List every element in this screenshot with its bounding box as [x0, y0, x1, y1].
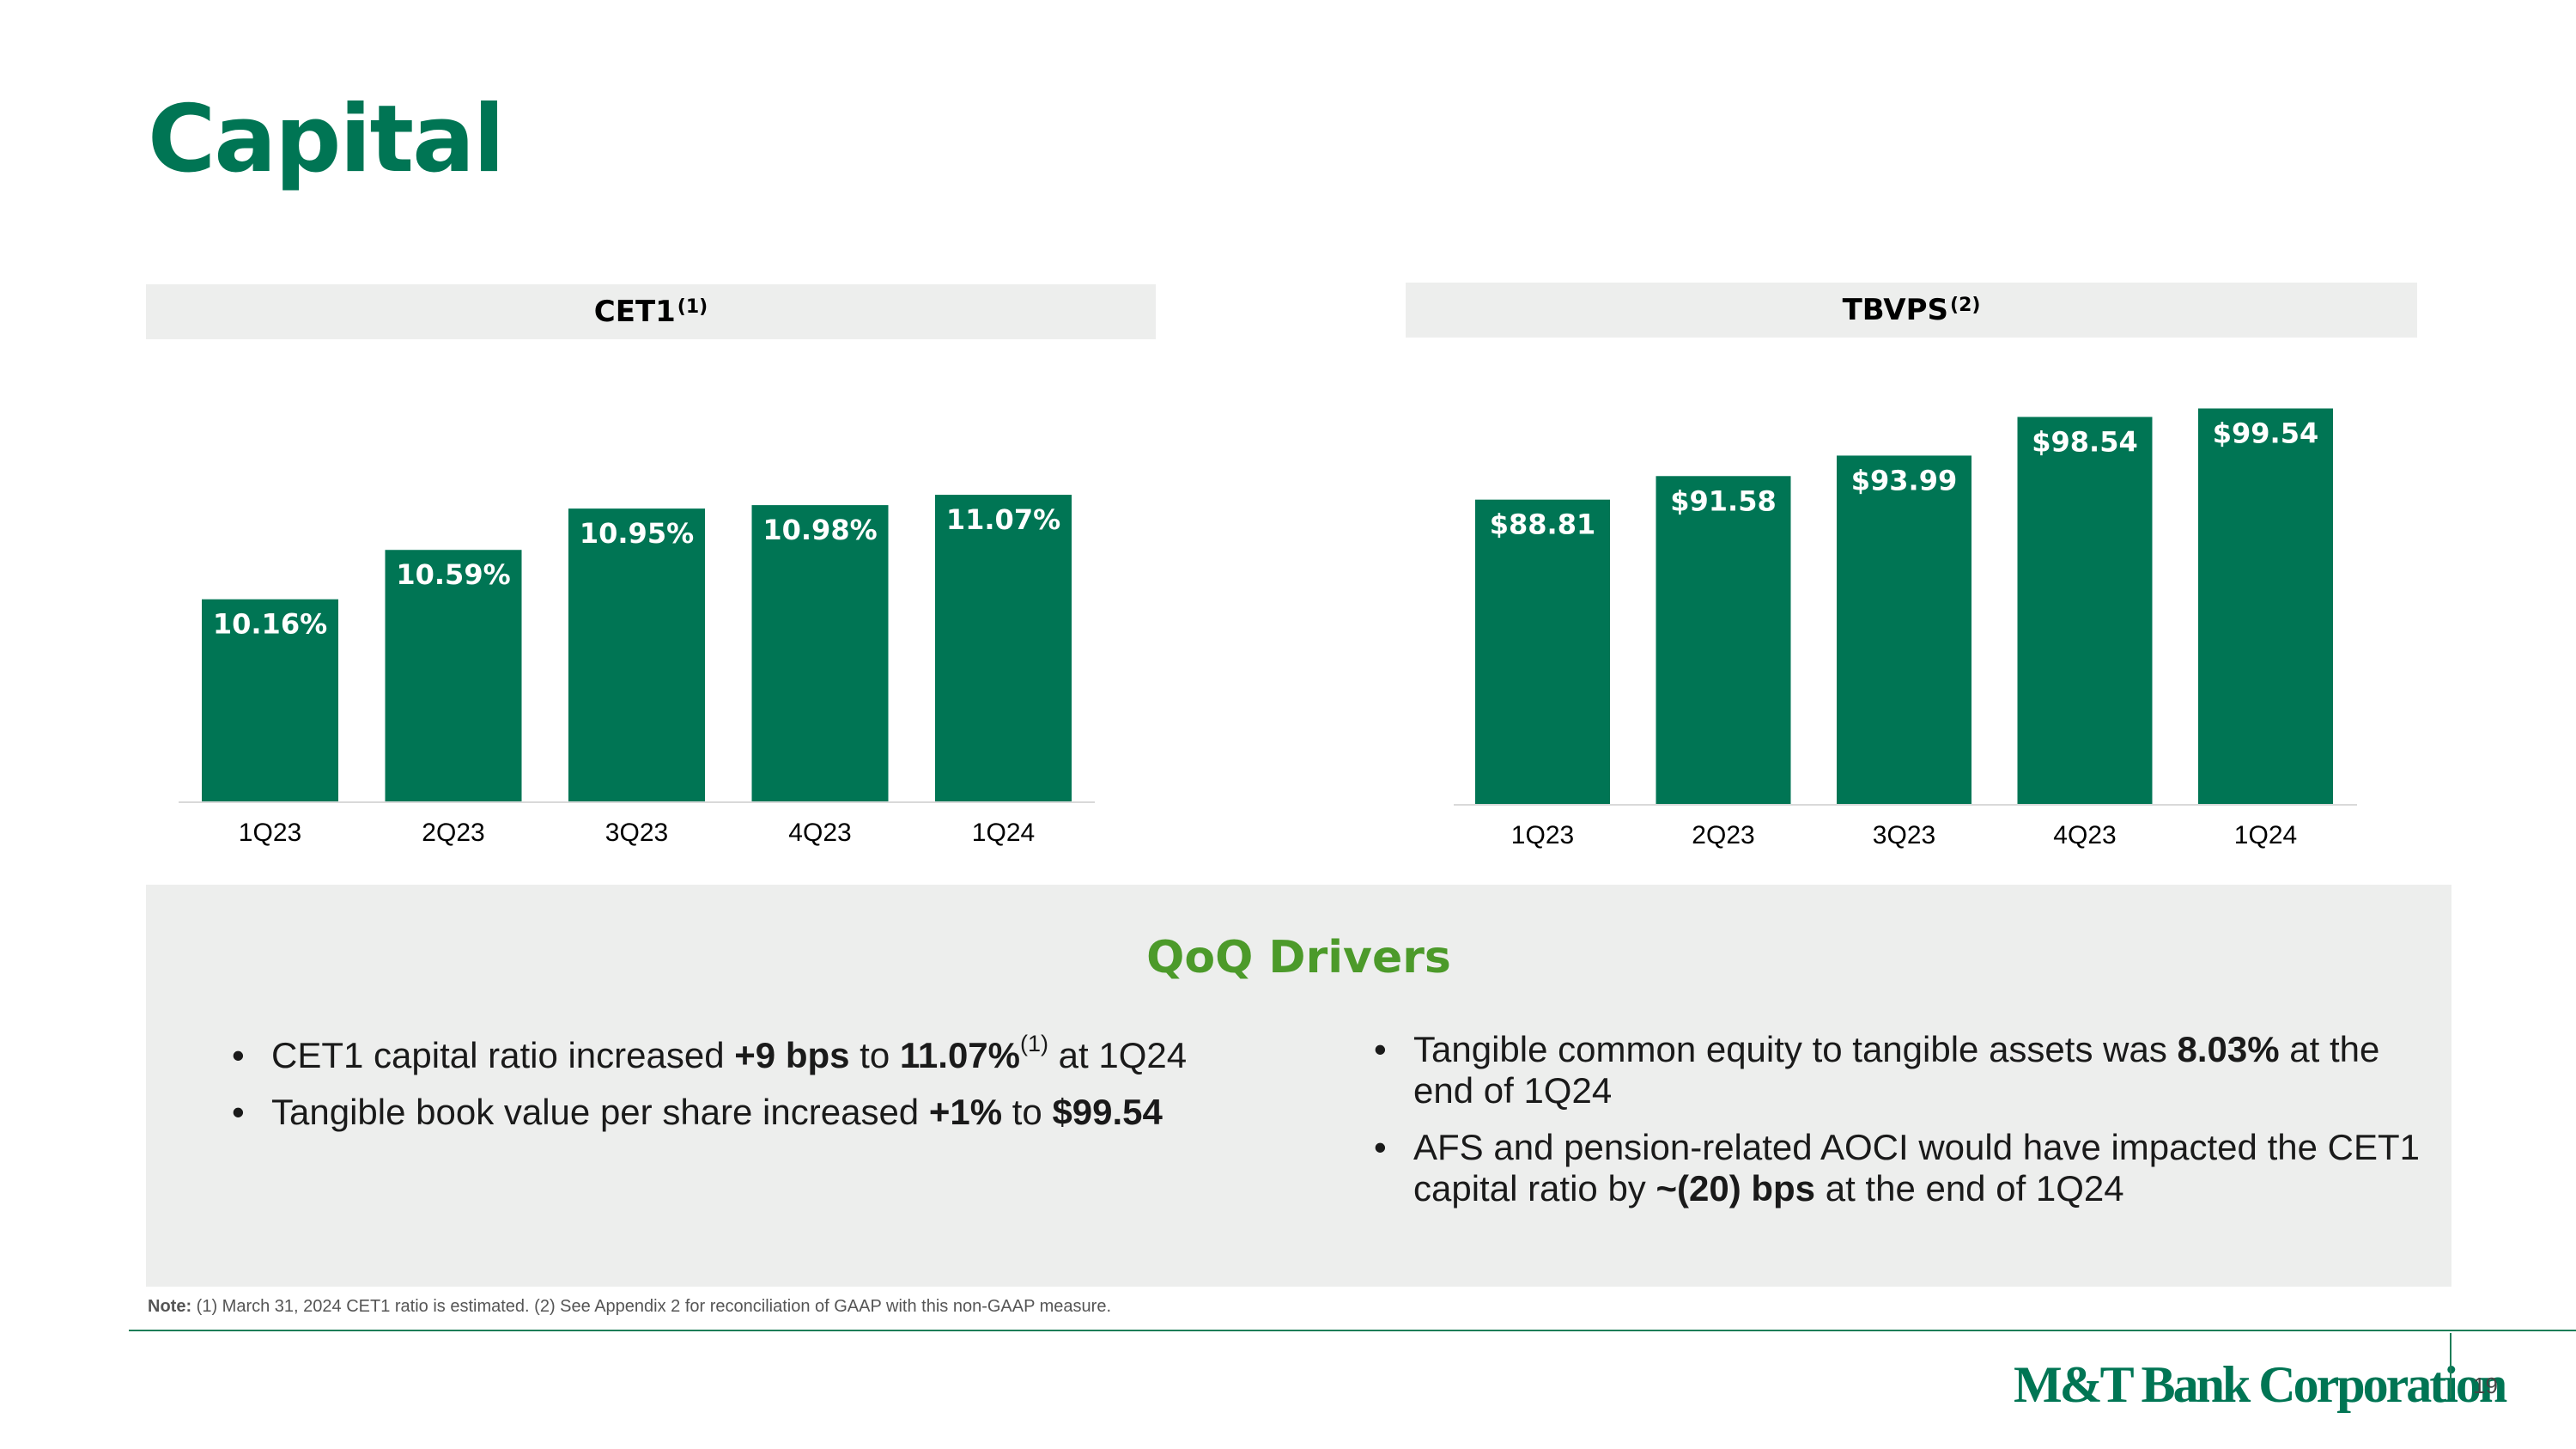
tbvps-chart-title: TBVPS [1842, 293, 1949, 327]
bar-4Q23 [2017, 417, 2153, 804]
page-number: 19 [2473, 1373, 2498, 1398]
bar-4Q23 [751, 505, 889, 801]
cet1-chart-footnote-ref: (1) [677, 295, 708, 318]
x-tick-label: 1Q23 [1511, 821, 1574, 849]
x-tick-label: 1Q24 [2234, 821, 2297, 849]
data-label: 10.98% [762, 514, 877, 546]
bar-1Q24 [2198, 408, 2333, 804]
bar-1Q23 [1475, 499, 1610, 804]
driver-cet1-ratio: CET1 capital ratio increased +9 bps to 1… [232, 1032, 1348, 1077]
cet1-bar-chart: 10.16% 1Q23 10.59% 2Q23 10.95% 3Q23 10.98% 4Q23… [179, 495, 1095, 847]
x-tick-label: 4Q23 [2053, 821, 2116, 849]
mt-bank-logo: M&T Bank Corporation [2014, 1355, 2507, 1415]
tbvps-chart-footnote-ref: (2) [1950, 294, 1981, 316]
logo-text: M&T Bank Corporation [2014, 1356, 2507, 1413]
cet1-chart-header: CET1 (1) [146, 284, 1156, 339]
bar-1Q23 [202, 599, 338, 801]
page-title: Capital [148, 86, 505, 193]
x-tick-label: 2Q23 [422, 819, 484, 847]
cet1-chart-title: CET1 [593, 295, 676, 329]
data-label: 11.07% [946, 503, 1060, 536]
driver-tbvps: Tangible book value per share increased … [232, 1092, 1348, 1133]
bar-2Q23 [385, 550, 522, 801]
qoq-drivers-panel: QoQ Drivers [146, 885, 2451, 1287]
data-label: $91.58 [1670, 484, 1776, 517]
x-tick-label: 3Q23 [1873, 821, 1935, 849]
x-tick-label: 4Q23 [788, 819, 851, 847]
data-label: $99.54 [2213, 417, 2318, 450]
tbvps-bar-chart: $88.81 1Q23 $91.58 2Q23 $93.99 3Q23 $98.54 4Q23… [1454, 408, 2357, 849]
bar-2Q23 [1656, 476, 1791, 804]
x-tick-label: 3Q23 [605, 819, 668, 847]
tbvps-chart-header: TBVPS (2) [1406, 283, 2417, 338]
drivers-right-list: Tangible common equity to tangible asset… [1374, 1029, 2439, 1225]
x-tick-label: 1Q24 [972, 819, 1035, 847]
driver-tce-ratio: Tangible common equity to tangible asset… [1374, 1029, 2439, 1111]
x-tick-label: 1Q23 [239, 819, 301, 847]
data-label: $88.81 [1490, 508, 1595, 541]
x-tick-label: 2Q23 [1692, 821, 1754, 849]
footnote: Note: (1) March 31, 2024 CET1 ratio is e… [148, 1297, 1111, 1316]
driver-aoci-impact: AFS and pension-related AOCI would have … [1374, 1127, 2439, 1209]
data-label: 10.95% [580, 517, 694, 550]
data-label: $93.99 [1851, 464, 1957, 496]
data-label: 10.16% [213, 608, 327, 641]
footer-rule [129, 1330, 2576, 1331]
drivers-left-list: CET1 capital ratio increased +9 bps to 1… [232, 1032, 1348, 1148]
data-label: $98.54 [2032, 425, 2137, 458]
bar-1Q24 [935, 495, 1072, 801]
qoq-drivers-title: QoQ Drivers [1146, 932, 1451, 983]
footer-divider [2450, 1333, 2451, 1398]
bar-3Q23 [568, 508, 705, 801]
data-label: 10.59% [396, 558, 510, 591]
bar-3Q23 [1837, 455, 1971, 804]
